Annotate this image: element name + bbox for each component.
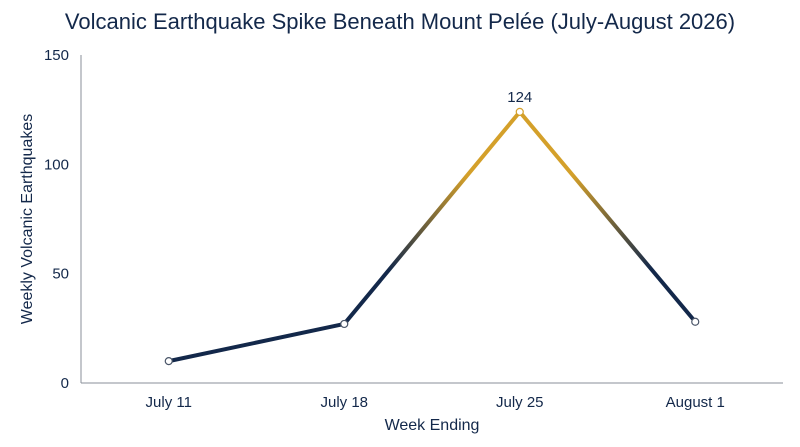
data-labels: 124 (507, 89, 532, 106)
x-tick-label: July 25 (496, 394, 544, 411)
x-tick-label: July 18 (320, 394, 368, 411)
y-tick-label: 100 (44, 156, 69, 173)
x-tick-labels: July 11 July 18 July 25 August 1 (146, 394, 725, 411)
series-markers (164, 107, 700, 366)
x-tick-label: July 11 (146, 394, 192, 411)
data-point-marker[interactable] (515, 107, 524, 116)
data-point-marker[interactable] (691, 317, 700, 326)
series-line (166, 109, 698, 364)
data-point-marker[interactable] (164, 357, 173, 366)
y-tick-label: 0 (61, 375, 69, 392)
line-segment (517, 109, 698, 324)
chart-title: Volcanic Earthquake Spike Beneath Mount … (65, 9, 735, 34)
y-tick-labels: 0 50 100 150 (44, 47, 69, 392)
y-axis-label: Weekly Volcanic Earthquakes (19, 114, 36, 324)
x-axis-label: Week Ending (385, 417, 480, 434)
data-point-marker[interactable] (340, 319, 349, 329)
data-label: 124 (507, 89, 532, 106)
line-segment (166, 321, 347, 364)
y-tick-label: 50 (52, 266, 69, 283)
x-tick-label: August 1 (666, 394, 725, 411)
line-segment (342, 109, 522, 326)
y-tick-label: 150 (44, 47, 69, 64)
